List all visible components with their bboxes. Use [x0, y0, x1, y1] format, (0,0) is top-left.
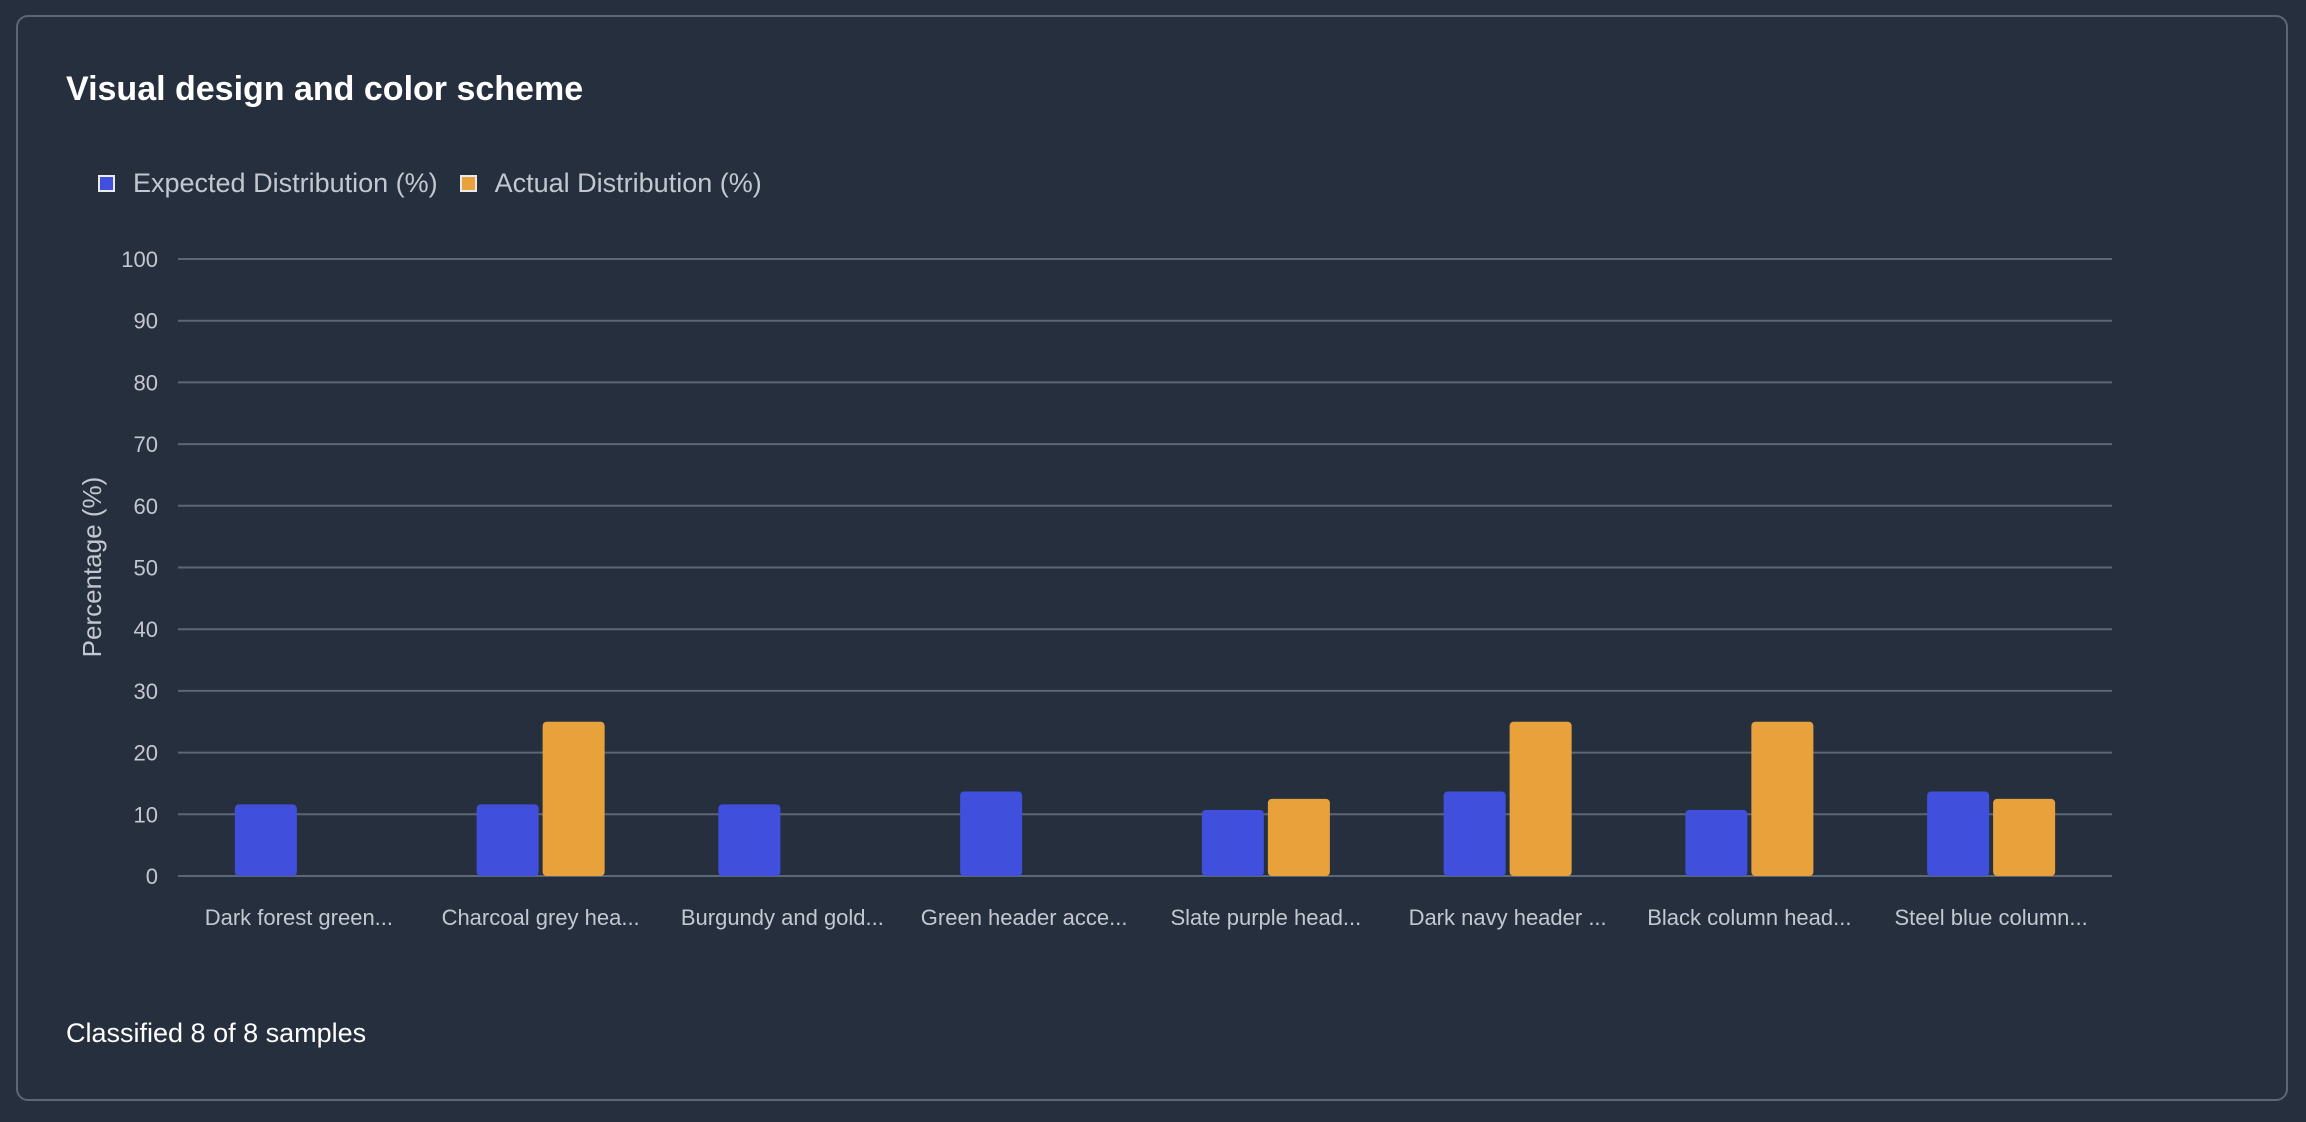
legend-item-expected[interactable]: Expected Distribution (%)	[98, 168, 438, 199]
x-tick-label: Slate purple head...	[1170, 905, 1361, 930]
x-tick-label: Steel blue column...	[1895, 905, 2088, 930]
y-tick-label: 30	[134, 679, 158, 704]
classification-status: Classified 8 of 8 samples	[66, 1018, 367, 1048]
bar-expected	[960, 791, 1023, 876]
x-tick-label: Charcoal grey hea...	[442, 905, 640, 930]
y-tick-label: 60	[134, 494, 158, 519]
bar-expected	[476, 804, 539, 876]
bar-actual	[1751, 721, 1814, 876]
x-tick-label: Green header acce...	[921, 905, 1128, 930]
bar-actual	[1267, 798, 1330, 876]
y-tick-label: 0	[146, 864, 158, 889]
y-tick-label: 100	[121, 247, 158, 272]
y-tick-label: 80	[134, 370, 158, 395]
legend-label-actual: Actual Distribution (%)	[494, 168, 762, 198]
y-tick-label: 40	[134, 617, 158, 642]
bar-expected	[718, 804, 781, 876]
y-tick-label: 20	[134, 741, 158, 766]
y-tick-label: 70	[134, 432, 158, 457]
bar-expected	[1685, 809, 1748, 876]
y-tick-label: 10	[134, 802, 158, 827]
x-tick-label: Dark navy header ...	[1409, 905, 1607, 930]
bar-expected	[234, 804, 297, 876]
bar-actual	[1993, 798, 2056, 876]
y-axis-label: Percentage (%)	[77, 477, 107, 658]
bar-expected	[1201, 809, 1264, 876]
legend-item-actual[interactable]: Actual Distribution (%)	[459, 168, 762, 199]
legend-swatch-actual	[459, 175, 477, 192]
bar-actual	[1509, 721, 1572, 876]
bar-expected	[1443, 791, 1506, 876]
chart-card	[16, 15, 2288, 1101]
chart-title: Visual design and color scheme	[66, 70, 584, 108]
y-tick-label: 50	[134, 556, 158, 581]
x-tick-label: Black column head...	[1647, 905, 1851, 930]
bar-expected	[1927, 791, 1990, 876]
legend: Expected Distribution (%) Actual Distrib…	[98, 168, 784, 199]
x-tick-label: Burgundy and gold...	[681, 905, 884, 930]
bar-actual	[542, 721, 605, 876]
x-tick-label: Dark forest green...	[205, 905, 393, 930]
legend-swatch-expected	[98, 175, 115, 192]
legend-label-expected: Expected Distribution (%)	[133, 168, 438, 198]
y-tick-label: 90	[134, 309, 158, 334]
